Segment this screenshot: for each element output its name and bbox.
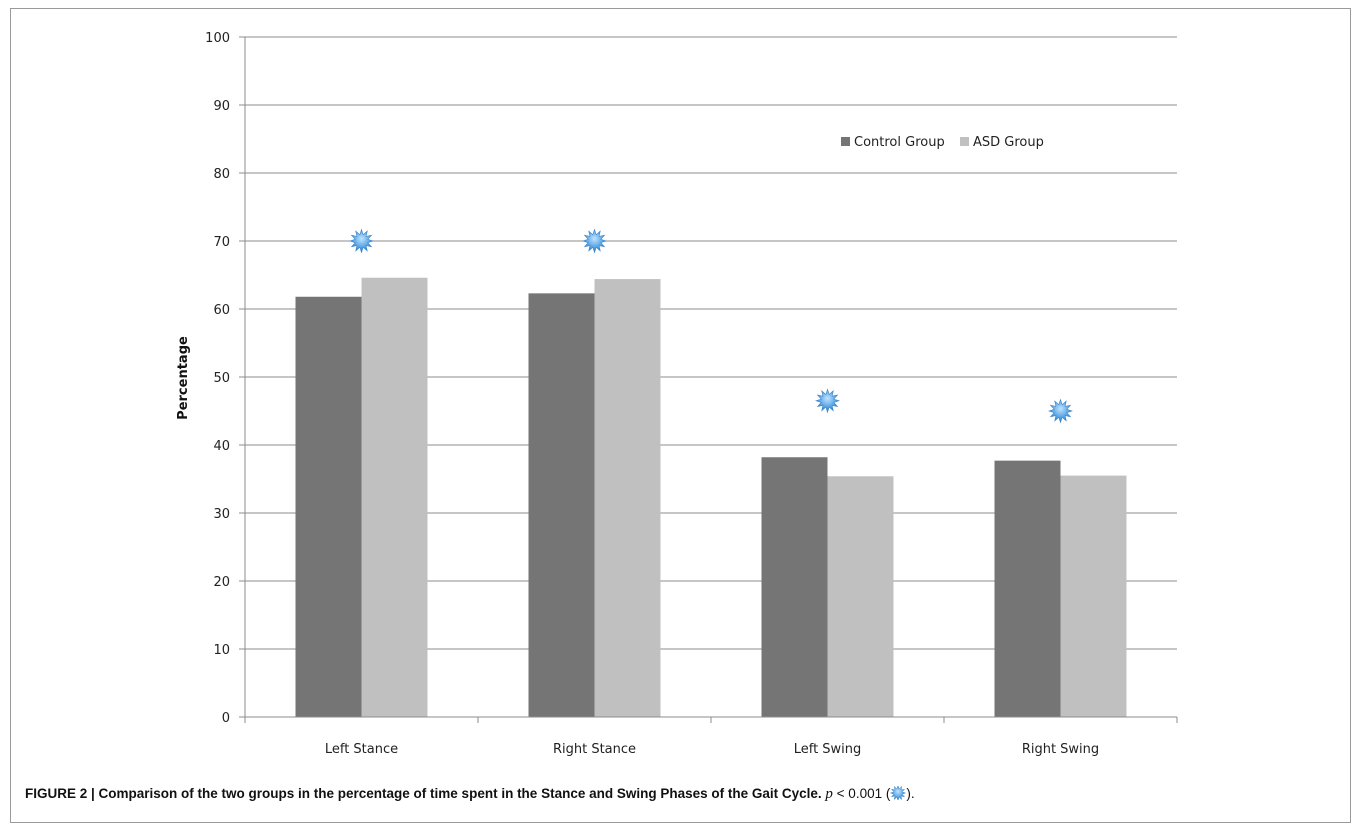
legend-swatch — [841, 137, 850, 146]
y-tick-label: 80 — [213, 167, 230, 182]
legend-swatch — [960, 137, 969, 146]
y-tick-label: 20 — [213, 575, 230, 590]
significance-star-icon — [815, 388, 840, 414]
x-category-label: Left Swing — [794, 742, 862, 757]
x-category-labels: Left Stance Right Stance Left Swing Right S… — [325, 742, 1099, 757]
bar-asd-group-left-swing — [827, 476, 894, 717]
caption-title: FIGURE 2 | Comparison of the two groups … — [25, 786, 822, 801]
bar-asd-group-right-stance — [594, 279, 661, 717]
bar-control-group-left-stance — [295, 296, 362, 717]
y-axis-title: Percentage — [176, 336, 191, 420]
significance-star-icon — [890, 786, 907, 800]
y-tick-label: 40 — [213, 439, 230, 454]
x-category-label: Right Swing — [1022, 742, 1099, 757]
x-category-label: Right Stance — [553, 742, 636, 757]
y-tick-labels: 0 10 20 30 40 50 60 70 80 90 100 — [205, 31, 230, 726]
y-tick-label: 70 — [213, 235, 230, 250]
significance-star-icon — [1048, 398, 1073, 424]
caption-p-symbol: p — [825, 786, 833, 802]
x-category-label: Left Stance — [325, 742, 398, 757]
axes — [244, 37, 1178, 723]
bar-asd-group-right-swing — [1060, 475, 1127, 717]
caption-close: ). — [906, 786, 915, 801]
figure-frame — [10, 8, 1351, 823]
bar-control-group-right-swing — [994, 460, 1061, 717]
significance-markers — [349, 228, 1073, 424]
caption-p-value: < 0.001 ( — [832, 786, 891, 801]
y-tick-label: 30 — [213, 507, 230, 522]
y-tick-label: 100 — [205, 31, 230, 46]
legend: Control Group ASD Group — [841, 135, 1044, 150]
significance-star-icon — [582, 228, 607, 254]
y-tick-label: 10 — [213, 643, 230, 658]
bar-control-group-left-swing — [761, 457, 828, 717]
bar-control-group-right-stance — [528, 293, 595, 717]
y-tick-label: 50 — [213, 371, 230, 386]
y-tick-label: 90 — [213, 99, 230, 114]
bars — [295, 277, 1127, 717]
legend-label: Control Group — [854, 135, 945, 150]
significance-star-icon — [349, 228, 374, 254]
bar-asd-group-left-stance — [361, 277, 428, 717]
legend-label: ASD Group — [973, 135, 1044, 150]
figure-caption: FIGURE 2 | Comparison of the two groups … — [25, 786, 915, 803]
y-tick-label: 60 — [213, 303, 230, 318]
y-tick-label: 0 — [222, 711, 230, 726]
